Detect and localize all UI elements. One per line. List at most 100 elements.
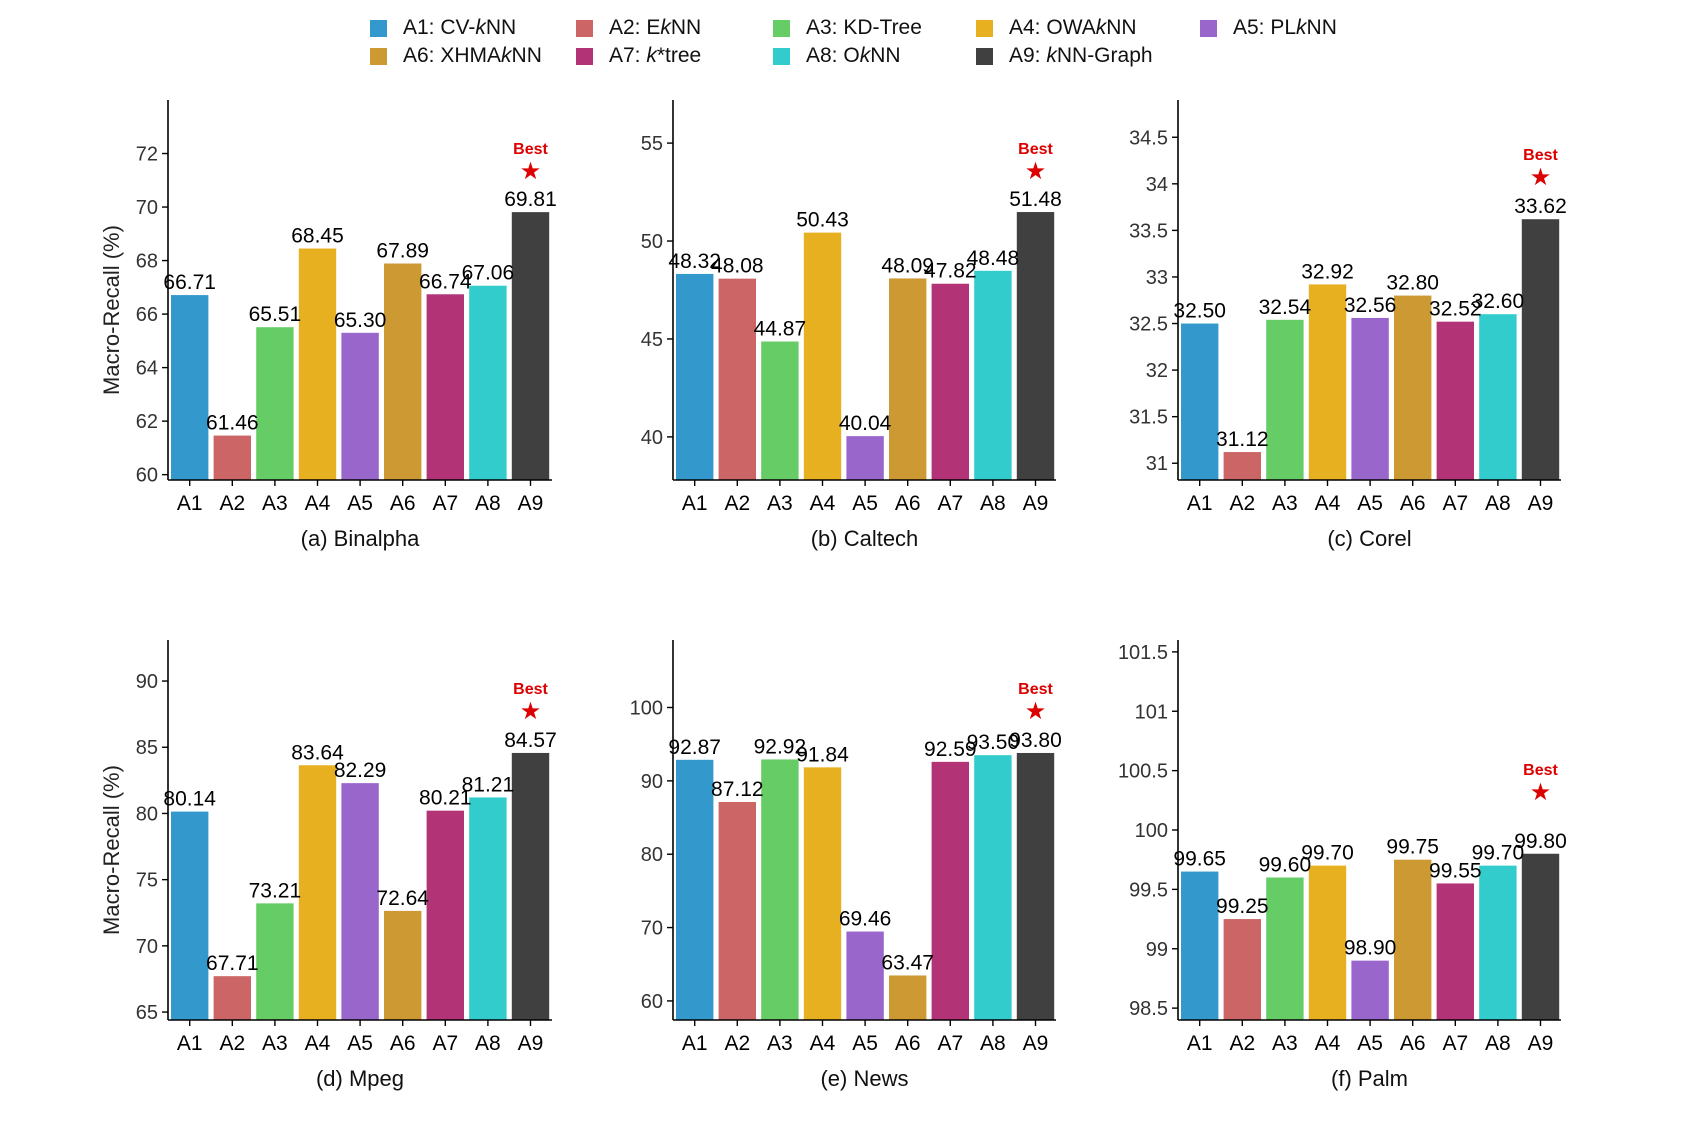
legend: A1: CV-kNN A2: EkNN A3: KD-Tree A4: OWAk…	[370, 14, 1370, 70]
legend-item-a2: A2: EkNN	[576, 16, 773, 40]
x-tick-label: A7	[432, 1032, 458, 1055]
legend-row-1: A1: CV-kNN A2: EkNN A3: KD-Tree A4: OWAk…	[370, 14, 1370, 42]
best-label: Best	[1018, 681, 1053, 698]
legend-item-a8: A8: OkNN	[773, 44, 976, 68]
legend-swatch-a2	[576, 19, 593, 37]
legend-item-a9: A9: kNN-Graph	[976, 44, 1200, 68]
value-label: 40.04	[839, 412, 892, 435]
bar-a4	[1308, 865, 1347, 1020]
x-tick-label: A7	[937, 1032, 963, 1055]
value-label: 67.06	[462, 262, 515, 285]
y-axis-title: Macro-Recall (%)	[99, 765, 124, 935]
value-label: 99.25	[1216, 895, 1269, 918]
bar-a3	[761, 759, 799, 1020]
value-label: 69.46	[839, 908, 892, 931]
y-tick-label: 62	[136, 411, 158, 433]
value-label: 65.30	[334, 309, 387, 332]
bar-a9	[511, 212, 550, 480]
y-tick-label: 70	[136, 197, 158, 219]
x-tick-label: A2	[1229, 1032, 1255, 1055]
y-tick-label: 60	[641, 991, 663, 1013]
value-label: 99.80	[1514, 830, 1567, 853]
bar-a8	[974, 270, 1012, 480]
y-tick-label: 100.5	[1118, 761, 1168, 783]
y-tick-label: 99	[1146, 939, 1168, 961]
value-label: 82.29	[334, 759, 387, 782]
bar-a7	[931, 283, 969, 480]
x-tick-label: A1	[682, 1032, 708, 1055]
y-tick-label: 100	[1135, 820, 1168, 842]
panel-caption: (a) Binalpha	[301, 526, 420, 551]
value-label: 32.92	[1301, 260, 1354, 283]
y-tick-label: 34	[1146, 174, 1168, 196]
legend-item-a7: A7: k*tree	[576, 44, 773, 68]
bar-a3	[256, 327, 294, 480]
legend-swatch-a9	[976, 47, 993, 65]
x-tick-label: A9	[1023, 492, 1049, 515]
bar-a7	[426, 810, 464, 1020]
x-tick-label: A3	[767, 492, 793, 515]
value-label: 80.14	[163, 788, 216, 811]
bar-a7	[931, 761, 969, 1020]
bar-a5	[1351, 960, 1389, 1020]
legend-item-a6: A6: XHMAkNN	[370, 44, 576, 68]
bar-a7	[1436, 883, 1474, 1020]
panel-caption: (c) Corel	[1327, 526, 1411, 551]
y-tick-label: 68	[136, 251, 158, 273]
value-label: 66.71	[163, 271, 216, 294]
value-label: 32.50	[1173, 300, 1226, 323]
value-label: 61.46	[206, 412, 259, 435]
value-label: 48.08	[711, 255, 764, 278]
x-tick-label: A4	[305, 1032, 331, 1055]
value-label: 99.70	[1301, 842, 1354, 865]
bar-a1	[676, 759, 714, 1020]
bar-a5	[846, 931, 884, 1020]
value-label: 44.87	[754, 318, 807, 341]
value-label: 32.54	[1259, 296, 1312, 319]
bar-a6	[1394, 859, 1432, 1020]
y-tick-label: 33	[1146, 267, 1168, 289]
bar-a2	[213, 976, 251, 1020]
legend-item-a1: A1: CV-kNN	[370, 16, 576, 40]
bar-a5	[341, 783, 379, 1020]
legend-swatch-a8	[773, 47, 790, 65]
x-tick-label: A8	[980, 1032, 1006, 1055]
y-tick-label: 99.5	[1129, 879, 1168, 901]
y-tick-label: 31	[1146, 453, 1168, 475]
y-tick-label: 80	[136, 803, 158, 825]
bar-a1	[171, 811, 209, 1020]
best-star-icon: ★	[520, 158, 542, 185]
value-label: 81.21	[462, 773, 515, 796]
bar-a3	[256, 903, 294, 1020]
value-label: 92.87	[668, 736, 721, 759]
chart-panel-6: 99.6599.2599.6099.7098.9099.7599.5599.70…	[1118, 640, 1567, 1091]
y-tick-label: 50	[641, 231, 663, 253]
legend-item-a4: A4: OWAkNN	[976, 16, 1200, 40]
y-tick-label: 90	[136, 671, 158, 693]
best-label: Best	[513, 681, 548, 698]
bar-a2	[1223, 452, 1261, 480]
value-label: 31.12	[1216, 428, 1269, 451]
value-label: 48.32	[668, 250, 721, 273]
bar-a9	[1016, 752, 1055, 1020]
value-label: 48.48	[967, 247, 1020, 270]
bar-a8	[469, 285, 507, 480]
value-label: 80.21	[419, 787, 472, 810]
value-label: 83.64	[291, 741, 344, 764]
legend-swatch-a3	[773, 19, 790, 37]
x-tick-label: A4	[305, 492, 331, 515]
x-tick-label: A2	[219, 492, 245, 515]
x-tick-label: A1	[177, 492, 203, 515]
value-label: 68.45	[291, 225, 344, 248]
bar-a4	[803, 767, 842, 1020]
x-tick-label: A1	[1187, 1032, 1213, 1055]
best-star-icon: ★	[520, 698, 542, 725]
value-label: 66.74	[419, 270, 472, 293]
legend-label-a4: A4: OWAkNN	[1009, 16, 1137, 39]
value-label: 47.82	[924, 260, 977, 283]
x-tick-label: A8	[980, 492, 1006, 515]
y-tick-label: 33.5	[1129, 220, 1168, 242]
x-tick-label: A5	[347, 1032, 373, 1055]
x-tick-label: A1	[682, 492, 708, 515]
